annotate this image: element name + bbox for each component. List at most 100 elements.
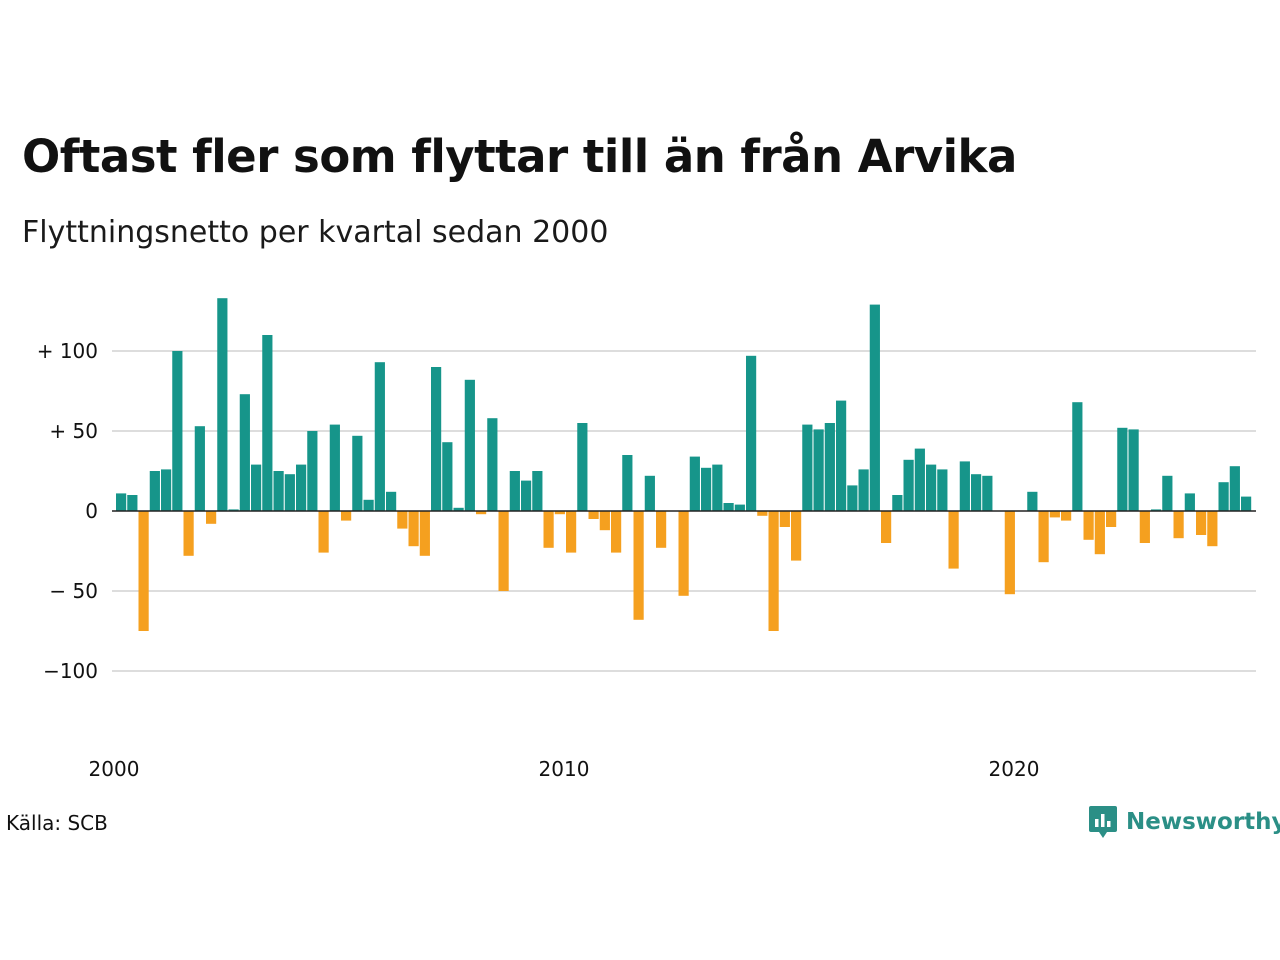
bar-positive (644, 475, 655, 511)
bar-positive (959, 461, 970, 511)
bar-negative (656, 511, 667, 548)
bar-positive (386, 491, 397, 511)
bar-positive (217, 298, 228, 511)
bar-positive (1151, 509, 1162, 511)
bar-positive (723, 503, 734, 511)
bar-positive (262, 335, 273, 511)
bar-negative (408, 511, 419, 547)
bar-negative (791, 511, 802, 561)
bar-positive (352, 435, 363, 511)
bar-negative (498, 511, 509, 591)
bar-positive (858, 469, 869, 511)
bar-positive (689, 456, 700, 511)
y-tick-label: 0 (85, 499, 98, 523)
bar-positive (622, 455, 633, 511)
bar-positive (521, 480, 532, 511)
bar-positive (971, 474, 982, 511)
bar-negative (588, 511, 599, 519)
brand-name: Newsworthy (1126, 809, 1280, 835)
bar-positive (1027, 491, 1038, 511)
bar-positive (836, 400, 847, 511)
bar-negative (543, 511, 554, 548)
bar-negative (138, 511, 149, 631)
bar-positive (1218, 482, 1229, 511)
bar-negative (1196, 511, 1207, 535)
bar-positive (1128, 429, 1139, 511)
x-tick-label: 2020 (989, 757, 1040, 781)
newsworthy-logo-icon (1089, 806, 1117, 838)
bar-positive (1117, 427, 1128, 511)
bar-positive (127, 495, 138, 511)
bar-positive (734, 504, 745, 511)
bar-positive (149, 471, 160, 511)
bar-negative (566, 511, 577, 553)
bar-positive (228, 509, 239, 511)
bar-negative (1049, 511, 1060, 518)
bar-negative (881, 511, 892, 543)
bar-positive (509, 471, 520, 511)
bar-positive (194, 426, 205, 511)
bar-negative (633, 511, 644, 620)
bar-positive (532, 471, 543, 511)
bar-negative (476, 511, 487, 515)
bar-positive (284, 474, 295, 511)
bar-positive (577, 423, 588, 511)
bar-negative (206, 511, 217, 524)
bar-positive (869, 304, 880, 511)
bar-negative (678, 511, 689, 596)
bar-positive (892, 495, 903, 511)
y-tick-label: + 50 (49, 419, 98, 443)
bar-negative (768, 511, 779, 631)
bar-positive (847, 485, 858, 511)
bar-positive (329, 424, 340, 511)
chart-subtitle: Flyttningsnetto per kvartal sedan 2000 (22, 215, 609, 250)
bar-positive (172, 351, 183, 511)
bar-positive (712, 464, 723, 511)
bar-positive (1162, 475, 1173, 511)
bar-positive (239, 394, 250, 511)
y-tick-label: − 50 (49, 579, 98, 603)
bar-negative (397, 511, 408, 529)
bar-negative (554, 511, 565, 515)
bar-positive (251, 464, 262, 511)
bar-positive (982, 475, 993, 511)
bar-negative (1106, 511, 1117, 527)
x-tick-label: 2010 (539, 757, 590, 781)
bar-negative (1038, 511, 1049, 563)
bar-positive (116, 493, 127, 511)
bar-positive (746, 355, 757, 511)
bar-negative (1207, 511, 1218, 547)
y-axis-labels: + 100 + 50 0 − 50 −100 (37, 339, 98, 683)
bar-positive (374, 362, 385, 511)
bar-negative (599, 511, 610, 531)
bar-negative (1173, 511, 1184, 539)
bar-negative (419, 511, 430, 556)
brand-logo[interactable]: Newsworthy (1088, 804, 1280, 840)
bar-positive (487, 418, 498, 511)
bars (116, 298, 1252, 631)
bar-positive (1241, 496, 1252, 511)
bar-negative (1139, 511, 1150, 543)
bar-positive (813, 429, 824, 511)
bar-positive (363, 499, 374, 511)
source-note: Källa: SCB (6, 811, 108, 835)
bar-positive (442, 442, 453, 511)
bar-positive (926, 464, 937, 511)
bar-positive (914, 448, 925, 511)
bar-negative (183, 511, 194, 556)
chart-title: Oftast fler som flyttar till än från Arv… (22, 130, 1017, 183)
bar-positive (431, 367, 442, 511)
y-tick-label: + 100 (37, 339, 98, 363)
bar-negative (779, 511, 790, 527)
bar-negative (1061, 511, 1072, 521)
bar-positive (1072, 402, 1083, 511)
y-tick-label: −100 (43, 659, 98, 683)
bar-negative (757, 511, 768, 516)
bar-positive (464, 379, 475, 511)
bar-positive (1184, 493, 1195, 511)
bar-negative (1004, 511, 1015, 595)
bar-negative (341, 511, 352, 521)
x-tick-label: 2000 (89, 757, 140, 781)
bar-positive (701, 467, 712, 511)
bar-negative (1094, 511, 1105, 555)
